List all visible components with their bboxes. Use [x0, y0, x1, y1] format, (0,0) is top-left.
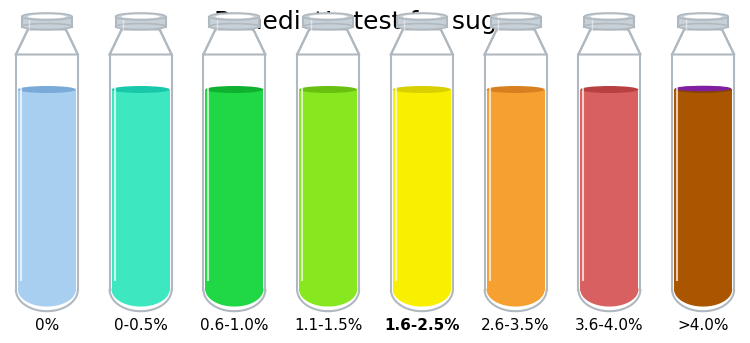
- Ellipse shape: [675, 86, 731, 91]
- Bar: [299, 90, 357, 289]
- Ellipse shape: [122, 14, 160, 19]
- Ellipse shape: [678, 24, 728, 29]
- Ellipse shape: [206, 279, 263, 300]
- Ellipse shape: [674, 86, 732, 93]
- Ellipse shape: [303, 24, 353, 29]
- Bar: [490, 16, 541, 26]
- Bar: [112, 90, 170, 289]
- Bar: [404, 26, 439, 29]
- Ellipse shape: [584, 13, 634, 20]
- Bar: [22, 16, 72, 26]
- Bar: [310, 26, 346, 29]
- Ellipse shape: [684, 14, 722, 19]
- Polygon shape: [578, 29, 640, 55]
- Ellipse shape: [496, 14, 535, 19]
- Ellipse shape: [22, 24, 72, 29]
- Ellipse shape: [678, 13, 728, 20]
- Bar: [397, 16, 447, 26]
- Ellipse shape: [584, 24, 634, 29]
- Polygon shape: [393, 289, 451, 307]
- Bar: [584, 16, 634, 26]
- Ellipse shape: [112, 279, 170, 300]
- Polygon shape: [674, 289, 732, 307]
- Ellipse shape: [116, 24, 166, 29]
- Ellipse shape: [590, 14, 628, 19]
- Ellipse shape: [580, 279, 638, 300]
- Bar: [209, 16, 260, 26]
- Bar: [303, 16, 353, 26]
- Bar: [217, 26, 252, 29]
- Ellipse shape: [209, 24, 260, 29]
- Ellipse shape: [393, 279, 451, 300]
- Ellipse shape: [18, 86, 76, 93]
- Ellipse shape: [303, 13, 353, 20]
- Text: >4.0%: >4.0%: [677, 318, 729, 332]
- Polygon shape: [297, 29, 359, 55]
- Ellipse shape: [112, 86, 170, 93]
- Ellipse shape: [116, 13, 166, 20]
- Ellipse shape: [487, 86, 544, 93]
- Bar: [116, 16, 166, 26]
- Ellipse shape: [28, 14, 66, 19]
- Polygon shape: [580, 289, 638, 307]
- Ellipse shape: [580, 86, 638, 93]
- Ellipse shape: [309, 14, 347, 19]
- Polygon shape: [206, 289, 263, 307]
- Ellipse shape: [206, 86, 263, 93]
- Polygon shape: [16, 29, 78, 55]
- Ellipse shape: [487, 279, 544, 300]
- Ellipse shape: [215, 14, 254, 19]
- Text: 0%: 0%: [34, 318, 59, 332]
- Ellipse shape: [674, 279, 732, 300]
- Polygon shape: [112, 289, 170, 307]
- Polygon shape: [18, 289, 76, 307]
- Ellipse shape: [299, 86, 357, 93]
- Bar: [674, 90, 732, 289]
- Ellipse shape: [490, 24, 541, 29]
- Ellipse shape: [393, 86, 451, 93]
- Ellipse shape: [397, 13, 447, 20]
- Bar: [123, 26, 158, 29]
- Bar: [498, 26, 533, 29]
- Ellipse shape: [490, 13, 541, 20]
- Text: 1.1-1.5%: 1.1-1.5%: [294, 318, 362, 332]
- Polygon shape: [484, 29, 547, 55]
- Bar: [487, 90, 544, 289]
- Text: Benedict’s test for sugars: Benedict’s test for sugars: [214, 10, 536, 34]
- Ellipse shape: [209, 13, 260, 20]
- Bar: [206, 90, 263, 289]
- Text: 0-0.5%: 0-0.5%: [114, 318, 167, 332]
- Bar: [580, 90, 638, 289]
- Bar: [592, 26, 627, 29]
- Text: 2.6-3.5%: 2.6-3.5%: [482, 318, 550, 332]
- Text: 0.6-1.0%: 0.6-1.0%: [200, 318, 268, 332]
- Ellipse shape: [403, 14, 441, 19]
- Bar: [678, 16, 728, 26]
- Bar: [18, 90, 76, 289]
- Bar: [29, 26, 64, 29]
- Polygon shape: [203, 29, 266, 55]
- Ellipse shape: [299, 279, 357, 300]
- Text: 1.6-2.5%: 1.6-2.5%: [384, 318, 460, 332]
- Polygon shape: [672, 29, 734, 55]
- Text: 3.6-4.0%: 3.6-4.0%: [575, 318, 644, 332]
- Ellipse shape: [22, 13, 72, 20]
- Polygon shape: [487, 289, 544, 307]
- Bar: [686, 26, 721, 29]
- Polygon shape: [299, 289, 357, 307]
- Polygon shape: [391, 29, 453, 55]
- Bar: [393, 90, 451, 289]
- Ellipse shape: [397, 24, 447, 29]
- Polygon shape: [110, 29, 172, 55]
- Ellipse shape: [18, 279, 76, 300]
